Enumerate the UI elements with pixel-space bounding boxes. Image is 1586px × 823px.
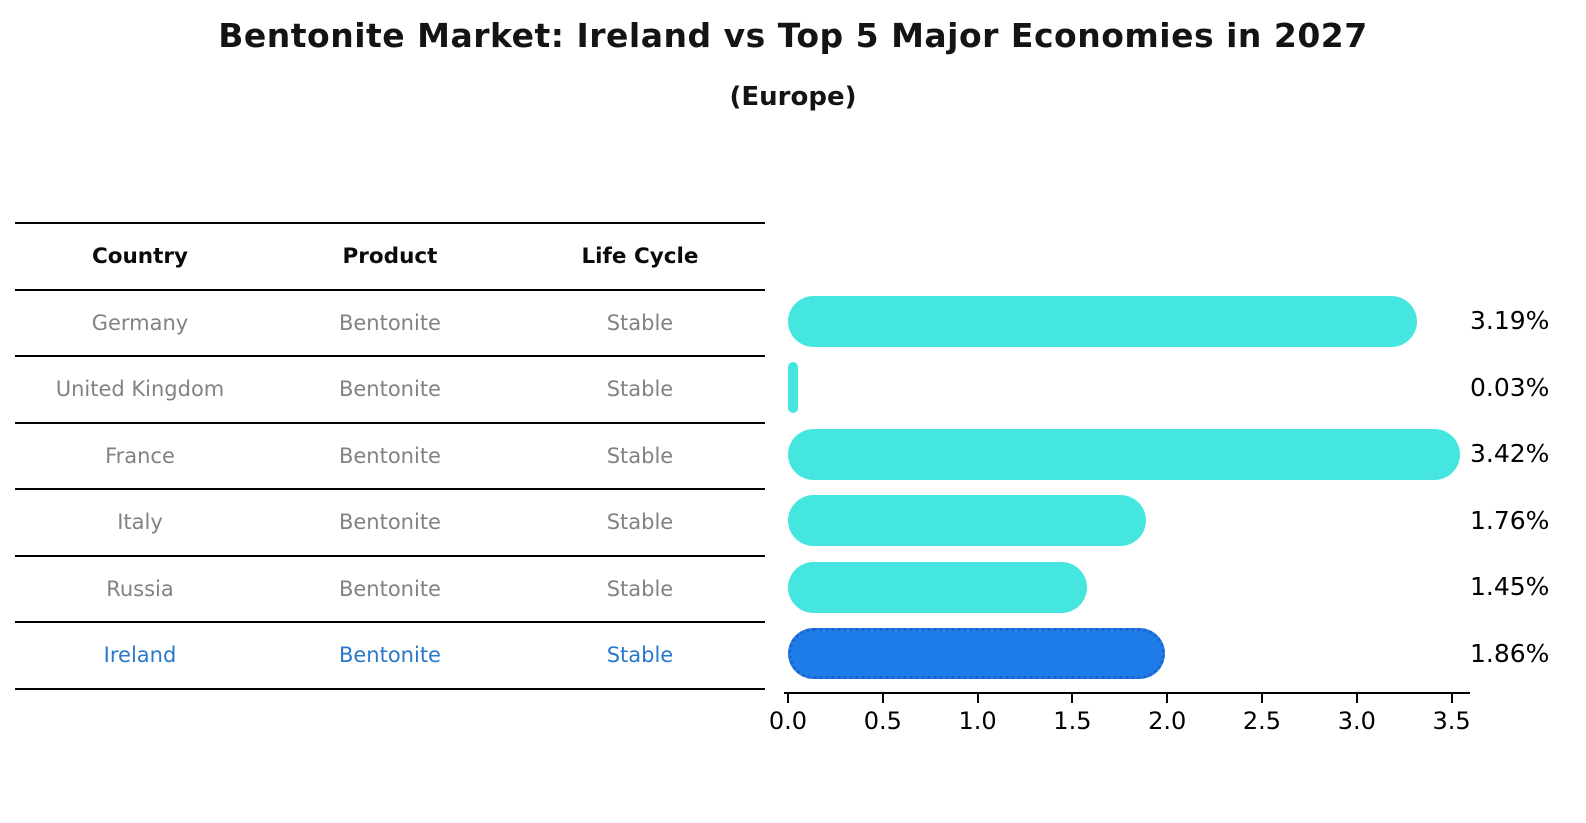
x-axis-ticks: 0.0 0.5 1.0 1.5 2.0 2.5 3.0 3.5 (769, 694, 1471, 739)
bar-value-label: 1.86% (1470, 638, 1550, 668)
table-cell-country: United Kingdom (55, 377, 225, 402)
bar-row: 1.45% (788, 554, 1586, 621)
table-cell-country: Germany (91, 310, 189, 335)
table-cell-country: Russia (106, 576, 174, 601)
x-tick (787, 694, 789, 703)
bar-value-label: 3.42% (1470, 439, 1550, 468)
x-tick (1355, 694, 1358, 703)
x-tick-label: 0.5 (863, 707, 902, 735)
bar-united-kingdom (788, 362, 798, 413)
country-table: Country Product Life Cycle Germany Benton… (15, 222, 765, 690)
chart-subtitle: (Europe) (729, 82, 857, 112)
x-tick-label: 3.5 (1432, 707, 1471, 735)
table-cell-life-cycle: Stable (606, 510, 674, 535)
x-tick (1071, 694, 1074, 703)
bar-france (788, 428, 1461, 480)
table-row-italy: Italy Bentonite Stable (15, 488, 765, 555)
table-cell-product: Bentonite (338, 643, 441, 668)
bar-value-label: 0.03% (1470, 372, 1550, 402)
table-cell-life-cycle: Stable (606, 310, 674, 335)
bar-ireland (788, 628, 1165, 679)
table-header-country: Country (91, 243, 189, 269)
bars-area: 3.19% 0.03% 3.42% 1.76% 1.45% 1.86% (788, 288, 1586, 688)
x-tick (976, 694, 979, 703)
bar-germany (788, 295, 1417, 347)
bar-row: 0.03% (788, 355, 1586, 422)
x-tick (1261, 694, 1263, 703)
table-cell-product: Bentonite (338, 576, 441, 601)
bar-russia (788, 561, 1087, 613)
table-header-row: Country Product Life Cycle (15, 222, 765, 289)
table-header-life-cycle: Life Cycle (581, 243, 699, 269)
x-tick-label: 3.0 (1337, 707, 1376, 735)
table-cell-product: Bentonite (338, 310, 441, 335)
table-cell-product: Bentonite (338, 377, 441, 402)
bar-row: 3.42% (788, 421, 1586, 488)
bar-value-label: 1.76% (1470, 505, 1550, 535)
table-cell-country: Ireland (103, 643, 177, 668)
x-tick (1166, 694, 1169, 703)
x-tick (881, 694, 884, 703)
table-row-ireland: Ireland Bentonite Stable (15, 621, 765, 688)
x-tick-label: 2.5 (1242, 707, 1282, 735)
x-tick-label: 1.5 (1053, 707, 1092, 735)
table-cell-country: Italy (117, 510, 163, 535)
x-axis-line (784, 692, 1470, 694)
table-cell-life-cycle: Stable (606, 443, 674, 468)
x-tick-label: 2.0 (1148, 707, 1187, 735)
bar-value-label: 1.45% (1470, 572, 1550, 601)
table-cell-life-cycle: Stable (606, 643, 674, 668)
table-cell-product: Bentonite (338, 510, 441, 535)
table-row-united-kingdom: United Kingdom Bentonite Stable (15, 355, 765, 422)
table-header-product: Product (342, 243, 438, 269)
bar-italy (788, 495, 1146, 546)
table-cell-country: France (105, 443, 175, 468)
bar-row: 3.19% (788, 288, 1586, 355)
table-cell-life-cycle: Stable (606, 576, 674, 601)
x-tick-label: 0.0 (768, 707, 808, 735)
table-row-germany: Germany Bentonite Stable (15, 288, 765, 356)
bar-row: 1.86% (788, 621, 1586, 688)
table-cell-product: Bentonite (338, 443, 441, 468)
table-row-france: France Bentonite Stable (15, 421, 765, 489)
x-tick (1450, 694, 1453, 703)
chart-title: Bentonite Market: Ireland vs Top 5 Major… (218, 16, 1368, 55)
bar-row: 1.76% (788, 488, 1586, 555)
table-cell-life-cycle: Stable (606, 377, 674, 402)
x-tick-label: 1.0 (958, 707, 997, 735)
table-row-russia: Russia Bentonite Stable (15, 554, 765, 622)
bar-value-label: 3.19% (1470, 306, 1550, 335)
